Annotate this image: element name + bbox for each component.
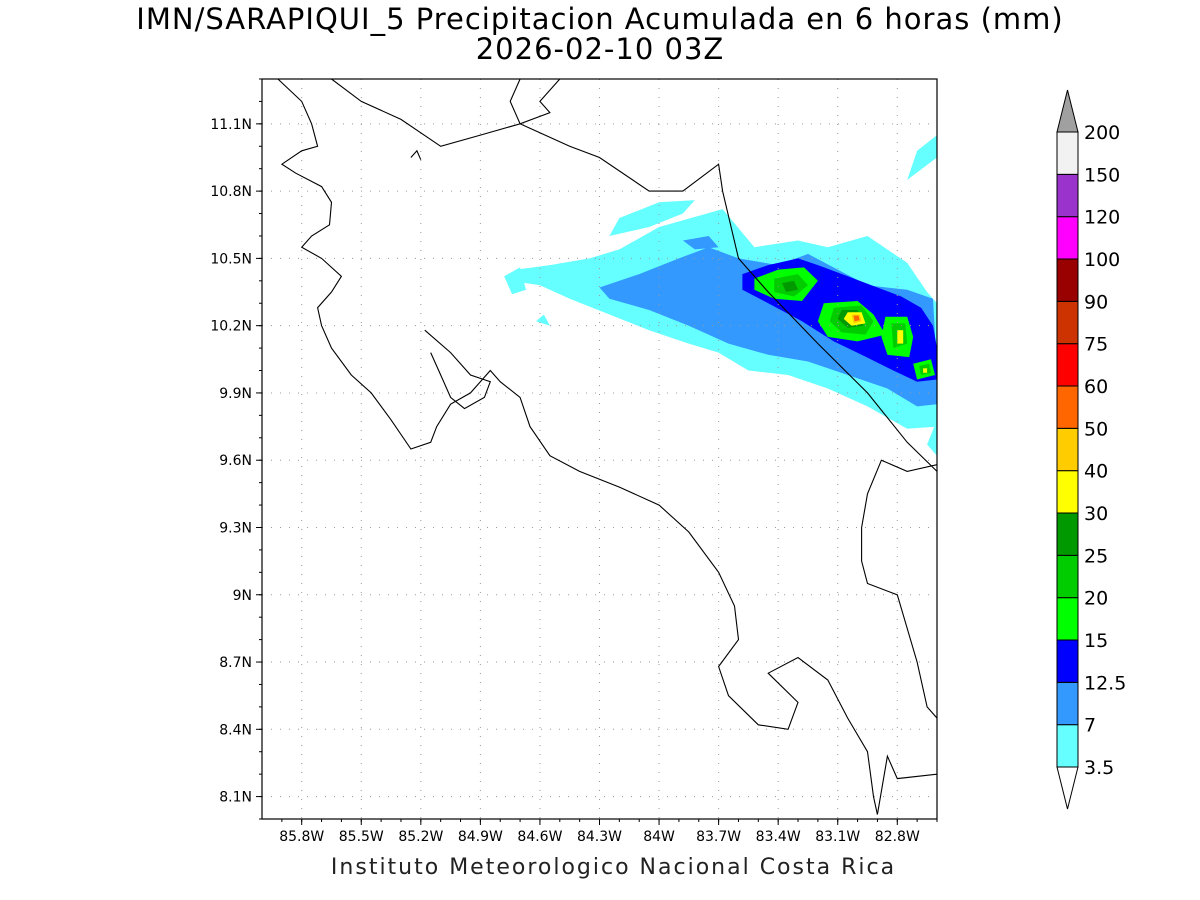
colorbar-label: 120 <box>1084 207 1120 229</box>
y-tick-label: 9.9N <box>219 386 252 402</box>
grid-lines <box>262 79 937 819</box>
x-tick-label: 84.9W <box>458 829 503 845</box>
precip-area <box>853 315 860 322</box>
coastline <box>861 459 937 719</box>
footer-credit: Instituto Meteorologico Nacional Costa R… <box>330 855 897 880</box>
colorbar-over-arrow <box>1056 89 1079 133</box>
colorbar-bin <box>1056 131 1079 175</box>
precip-area <box>504 267 526 295</box>
y-tick-label: 9.3N <box>219 520 252 536</box>
colorbar-bin <box>1056 681 1079 726</box>
colorbar-bin <box>1056 300 1079 345</box>
precip-area <box>897 330 904 344</box>
y-tick-label: 8.7N <box>219 655 252 671</box>
colorbar-bin <box>1056 724 1079 768</box>
colorbar-label: 150 <box>1084 164 1120 186</box>
colorbar-label: 200 <box>1084 122 1120 144</box>
precip-fields <box>504 135 937 456</box>
precip-area <box>923 368 928 373</box>
precip-area <box>682 236 719 250</box>
y-tick-label: 9N <box>233 588 252 604</box>
colorbar-label: 25 <box>1084 545 1108 567</box>
colorbar-bin <box>1056 512 1079 556</box>
coastlines <box>277 79 937 815</box>
precip-area <box>609 200 695 236</box>
colorbar-bin <box>1056 597 1079 641</box>
colorbar-label: 7 <box>1084 715 1096 737</box>
latitude-axis: 11.1N 10.8N 10.5N 10.2N 9.9N 9.6N 9.3N 9N 8.7N 8.… <box>210 78 262 820</box>
y-tick-label: 11.1N <box>210 117 252 133</box>
colorbar-bin <box>1056 173 1079 218</box>
colorbar-label: 20 <box>1084 588 1108 610</box>
y-tick-label: 8.4N <box>219 722 252 738</box>
colorbar-label: 50 <box>1084 418 1108 440</box>
colorbar: 3.5 7 12.5 15 20 25 30 40 50 60 75 90 100 120 150 200 <box>1056 89 1126 810</box>
precip-area <box>536 314 550 326</box>
precip-area <box>927 419 937 456</box>
colorbar-label: 3.5 <box>1084 757 1114 779</box>
coastline <box>876 754 937 815</box>
x-tick-label: 84W <box>643 829 675 845</box>
y-tick-label: 9.6N <box>219 453 252 469</box>
colorbar-label: 30 <box>1084 503 1108 525</box>
y-tick-label: 10.5N <box>210 251 252 267</box>
x-tick-label: 83.1W <box>815 829 860 845</box>
colorbar-label: 75 <box>1084 334 1108 356</box>
x-tick-label: 85.5W <box>339 829 384 845</box>
colorbar-label: 12.5 <box>1084 672 1126 694</box>
precip-area <box>907 135 937 180</box>
colorbar-bin <box>1056 385 1079 429</box>
x-tick-label: 85.8W <box>279 829 324 845</box>
y-tick-label: 10.2N <box>210 319 252 335</box>
coastline <box>410 149 422 160</box>
coastline <box>509 79 561 125</box>
colorbar-label: 100 <box>1084 249 1120 271</box>
y-tick-label: 10.8N <box>210 184 252 200</box>
colorbar-bin <box>1056 343 1079 387</box>
y-tick-label: 8.1N <box>219 790 252 806</box>
precip-area <box>782 280 798 292</box>
colorbar-bin <box>1056 554 1079 599</box>
x-tick-label: 84.6W <box>517 829 562 845</box>
colorbar-bin <box>1056 639 1079 683</box>
x-tick-label: 83.7W <box>696 829 741 845</box>
colorbar-under-arrow <box>1056 766 1079 810</box>
coastline <box>277 79 878 815</box>
colorbar-bin <box>1056 470 1079 514</box>
colorbar-label: 90 <box>1084 291 1108 313</box>
colorbar-bin <box>1056 427 1079 472</box>
longitude-axis: 85.8W 85.5W 85.2W 84.9W 84.6W 84.3W 84W 83.7W 83… <box>279 819 938 845</box>
colorbar-bin <box>1056 258 1079 302</box>
coastline <box>424 329 492 410</box>
map-subtitle: 2026-02-10 03Z <box>475 32 725 66</box>
colorbar-label: 40 <box>1084 461 1108 483</box>
x-tick-label: 83.4W <box>756 829 801 845</box>
x-tick-label: 82.8W <box>875 829 920 845</box>
colorbar-bin <box>1056 216 1079 260</box>
x-tick-label: 85.2W <box>398 829 443 845</box>
coastline <box>331 79 937 472</box>
map-title: IMN/SARAPIQUI_5 Precipitacion Acumulada … <box>136 2 1064 36</box>
x-tick-label: 84.3W <box>577 829 622 845</box>
colorbar-label: 15 <box>1084 630 1108 652</box>
colorbar-label: 60 <box>1084 376 1108 398</box>
